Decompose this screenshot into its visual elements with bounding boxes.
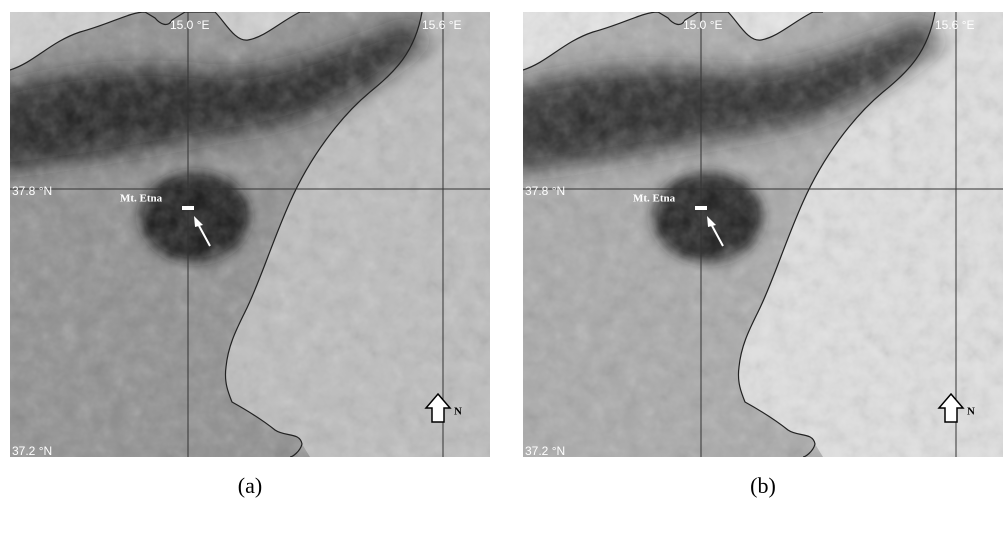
map-panel: N 15.0 °E 15.6 °E 37.8 °N 37.2 °N Mt. Etna	[0, 12, 490, 458]
latitude-label: 37.8 °N	[525, 184, 565, 198]
volcano-label: Mt. Etna	[633, 193, 676, 205]
latitude-label: 37.2 °N	[525, 444, 565, 458]
map-panel: N 15.0 °E 15.6 °E 37.8 °N 37.2 °N Mt. Etna	[503, 12, 1003, 458]
satellite-image: N 15.0 °E 15.6 °E 37.8 °N 37.2 °N Mt. Etna	[503, 12, 1003, 458]
north-label: N	[454, 406, 462, 418]
texture	[10, 12, 490, 457]
texture	[523, 12, 1003, 457]
panel-caption: (b)	[750, 473, 776, 498]
figure: N 15.0 °E 15.6 °E 37.8 °N 37.2 °N Mt. Etna (a)…	[0, 0, 1004, 536]
longitude-label: 15.0 °E	[170, 18, 210, 32]
vent-marker	[182, 206, 194, 210]
vent-marker	[695, 206, 707, 210]
volcano-label: Mt. Etna	[120, 193, 163, 205]
longitude-label: 15.0 °E	[683, 18, 723, 32]
latitude-label: 37.8 °N	[12, 184, 52, 198]
panel-caption: (a)	[238, 473, 262, 498]
longitude-label: 15.6 °E	[935, 18, 975, 32]
north-label: N	[967, 406, 975, 418]
page: {"panels": [ {"lon_left": "15.0 °E", "lo…	[0, 0, 1004, 536]
satellite-image: N 15.0 °E 15.6 °E 37.8 °N 37.2 °N Mt. Etna	[0, 12, 490, 458]
longitude-label: 15.6 °E	[422, 18, 462, 32]
latitude-label: 37.2 °N	[12, 444, 52, 458]
